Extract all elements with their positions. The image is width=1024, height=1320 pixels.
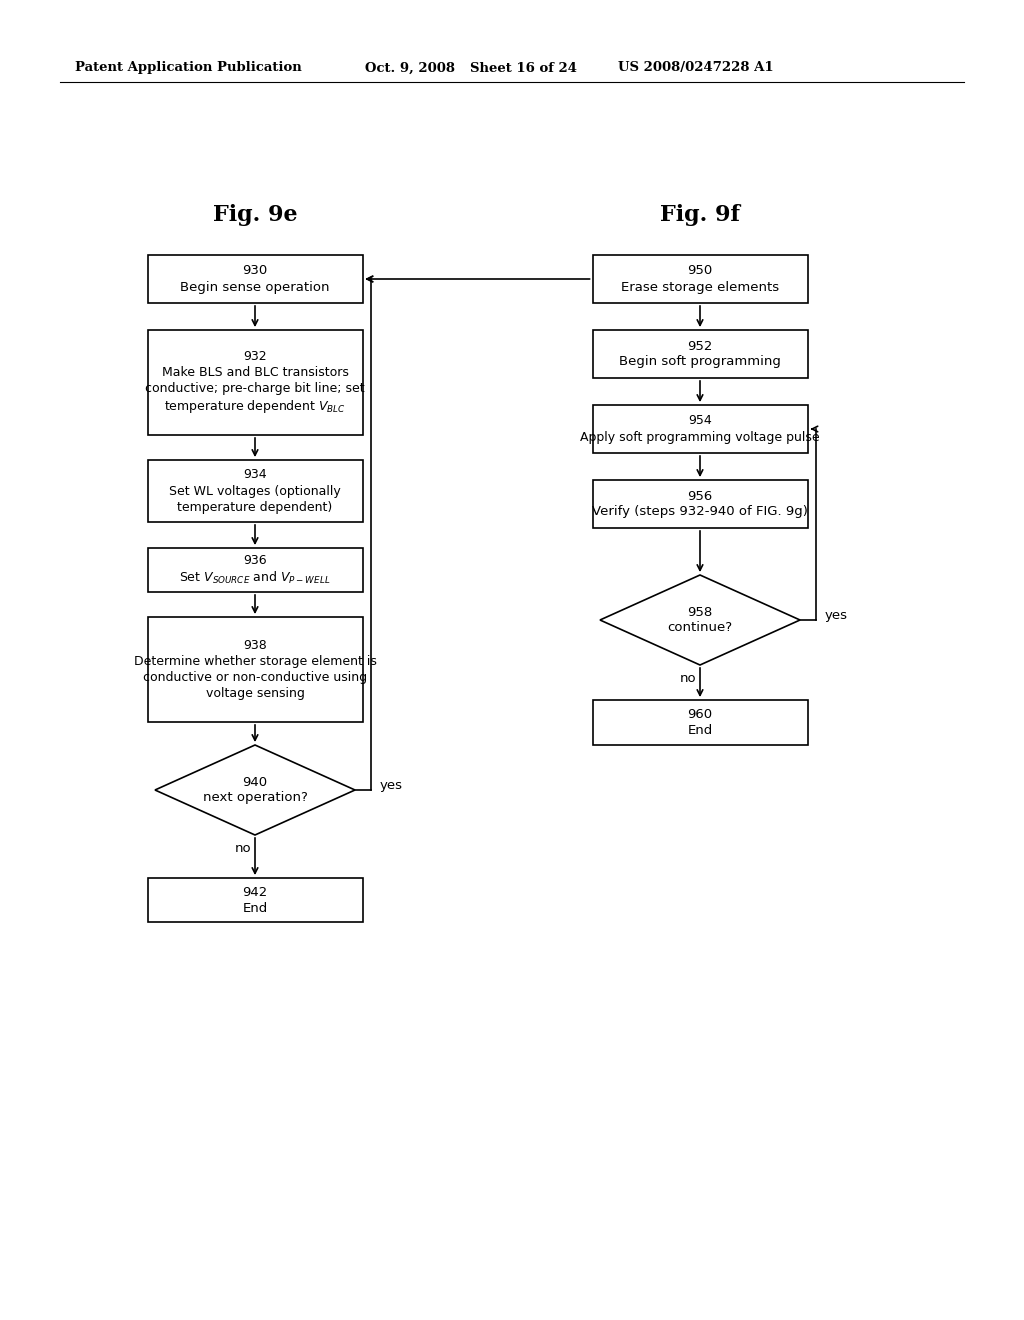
Bar [593,480,808,528]
Bar [147,330,362,436]
Text: yes: yes [380,779,403,792]
Bar [593,255,808,304]
Bar [593,405,808,453]
Text: no: no [234,842,251,855]
Text: 938
Determine whether storage element is
conductive or non-conductive using
volt: 938 Determine whether storage element is… [133,639,377,700]
Text: 932
Make BLS and BLC transistors
conductive; pre-charge bit line; set
temperatur: 932 Make BLS and BLC transistors conduct… [145,350,365,416]
Bar [147,548,362,591]
Text: Oct. 9, 2008: Oct. 9, 2008 [365,62,455,74]
Polygon shape [155,744,355,836]
Bar [147,459,362,521]
Text: 934
Set WL voltages (optionally
temperature dependent): 934 Set WL voltages (optionally temperat… [169,469,341,513]
Text: 950
Erase storage elements: 950 Erase storage elements [621,264,779,293]
Text: yes: yes [825,609,848,622]
Text: 942
End: 942 End [243,886,267,915]
Text: 958
continue?: 958 continue? [668,606,732,634]
Text: 936
Set $V_{SOURCE}$ and $V_{P-WELL}$: 936 Set $V_{SOURCE}$ and $V_{P-WELL}$ [179,553,331,586]
Text: Patent Application Publication: Patent Application Publication [75,62,302,74]
Bar [147,255,362,304]
Text: no: no [680,672,696,685]
Text: 930
Begin sense operation: 930 Begin sense operation [180,264,330,293]
Text: Fig. 9e: Fig. 9e [213,205,297,226]
Text: 952
Begin soft programming: 952 Begin soft programming [620,339,781,368]
Bar [593,700,808,744]
Text: 954
Apply soft programming voltage pulse: 954 Apply soft programming voltage pulse [581,414,820,444]
Text: 956
Verify (steps 932-940 of FIG. 9g): 956 Verify (steps 932-940 of FIG. 9g) [592,490,808,519]
Text: Fig. 9f: Fig. 9f [660,205,740,226]
Bar [147,616,362,722]
Text: Sheet 16 of 24: Sheet 16 of 24 [470,62,577,74]
Text: 940
next operation?: 940 next operation? [203,776,307,804]
Text: US 2008/0247228 A1: US 2008/0247228 A1 [618,62,773,74]
Polygon shape [600,576,800,665]
Text: 960
End: 960 End [687,708,713,737]
Bar [593,330,808,378]
Bar [147,878,362,921]
